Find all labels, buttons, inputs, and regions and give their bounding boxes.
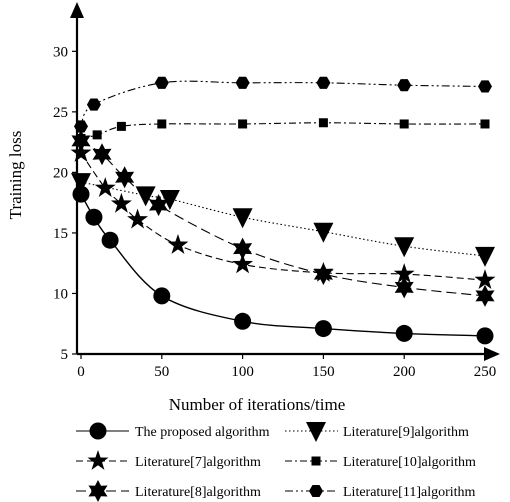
data-point xyxy=(92,143,112,166)
legend-marker xyxy=(309,484,323,498)
data-point xyxy=(101,231,119,249)
legend-label: Literature[11]algorithm xyxy=(343,485,476,500)
data-point xyxy=(316,76,331,89)
data-point xyxy=(475,284,495,307)
y-tick-label: 30 xyxy=(53,44,68,60)
data-point xyxy=(127,208,149,229)
data-point xyxy=(154,76,169,89)
y-tick-label: 25 xyxy=(53,105,68,121)
data-point xyxy=(475,246,495,267)
data-point xyxy=(71,129,91,152)
legend-marker xyxy=(311,456,321,466)
data-point xyxy=(85,208,103,226)
data-point xyxy=(232,253,254,274)
legend-marker xyxy=(89,422,107,440)
legend-marker xyxy=(306,422,326,442)
legend-marker xyxy=(88,480,108,502)
x-tick-label: 0 xyxy=(77,364,85,380)
data-point xyxy=(393,263,415,283)
data-point xyxy=(480,119,490,129)
data-point xyxy=(478,80,492,93)
y-tick-label: 15 xyxy=(53,226,68,242)
x-tick-label: 150 xyxy=(312,364,335,380)
legend-label: Literature[8]algorithm xyxy=(135,485,261,500)
data-point xyxy=(314,320,332,338)
data-point xyxy=(234,312,252,330)
x-tick-label: 100 xyxy=(231,364,254,380)
data-point xyxy=(116,121,126,131)
data-point xyxy=(232,208,253,229)
x-tick-label: 250 xyxy=(474,364,497,380)
data-point xyxy=(71,173,91,194)
data-point xyxy=(474,269,496,290)
data-point xyxy=(233,237,253,260)
data-point xyxy=(476,327,494,345)
legend-label: Literature[10]algorithm xyxy=(343,455,476,470)
data-point xyxy=(238,119,248,129)
legend-label: Literature[9]algorithm xyxy=(343,425,469,440)
data-point xyxy=(394,237,415,258)
data-point xyxy=(235,76,250,89)
series-line xyxy=(80,152,486,281)
data-point xyxy=(395,324,413,342)
data-point xyxy=(397,79,412,92)
legend-label: The proposed algorithm xyxy=(135,425,270,440)
series-line xyxy=(80,122,486,140)
x-axis-arrow xyxy=(484,347,500,361)
data-point xyxy=(94,177,116,198)
data-point xyxy=(72,185,90,203)
data-point xyxy=(110,192,132,213)
data-point xyxy=(159,190,180,211)
data-point xyxy=(70,142,92,162)
plot-markers xyxy=(70,76,496,345)
data-point xyxy=(115,166,135,189)
data-point xyxy=(394,276,414,299)
axes xyxy=(70,2,500,361)
x-tick-label: 200 xyxy=(393,364,416,380)
data-point xyxy=(74,120,88,133)
data-point xyxy=(313,222,334,243)
data-point xyxy=(399,119,409,129)
data-point xyxy=(318,118,328,128)
y-tick-label: 10 xyxy=(53,286,68,302)
x-tick-label: 50 xyxy=(154,364,169,380)
data-point xyxy=(135,186,156,207)
y-tick-label: 20 xyxy=(53,165,68,181)
legend: The proposed algorithm Literature[9]algor… xyxy=(76,422,476,502)
y-axis-label: Training loss xyxy=(6,131,25,220)
data-point xyxy=(153,287,171,305)
y-axis-arrow xyxy=(70,2,84,18)
data-point xyxy=(157,119,167,129)
legend-marker xyxy=(87,450,109,470)
data-point xyxy=(167,234,189,254)
y-tick-label: 5 xyxy=(61,347,69,363)
series-line xyxy=(80,80,486,127)
data-point xyxy=(313,263,333,286)
x-axis-label: Number of iterations/time xyxy=(169,395,346,414)
data-point xyxy=(149,194,169,217)
legend-label: Literature[7]algorithm xyxy=(135,455,261,470)
plot-lines xyxy=(80,80,486,337)
data-point xyxy=(92,130,102,140)
axis-ticks: 0 50 100 150 200 250 5 10 15 20 25 30 xyxy=(53,44,496,380)
series-line xyxy=(80,193,486,337)
data-point xyxy=(86,98,101,111)
